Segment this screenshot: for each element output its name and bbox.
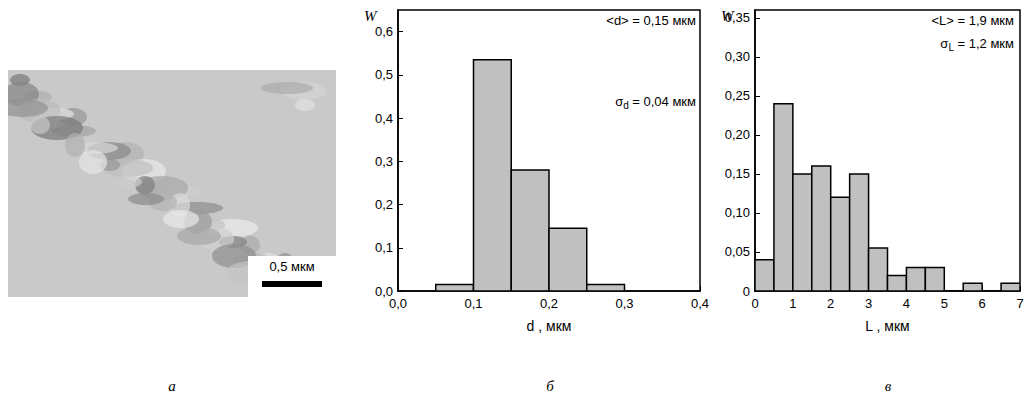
svg-text:0,30: 0,30 <box>725 49 750 64</box>
svg-text:0,1: 0,1 <box>375 240 393 255</box>
svg-text:0,4: 0,4 <box>691 296 709 311</box>
svg-text:0,2: 0,2 <box>540 296 558 311</box>
svg-text:6: 6 <box>979 296 986 311</box>
svg-text:1: 1 <box>789 296 796 311</box>
svg-text:σ: σ <box>940 36 948 51</box>
svg-text:d: d <box>623 100 629 111</box>
svg-text:7: 7 <box>1016 296 1023 311</box>
svg-text:d , мкм: d , мкм <box>527 318 572 334</box>
svg-text:0,20: 0,20 <box>725 127 750 142</box>
svg-text:= 0,15 мкм: = 0,15 мкм <box>629 13 696 28</box>
svg-text:0,25: 0,25 <box>725 88 750 103</box>
svg-text:= 1,9 мкм: = 1,9 мкм <box>954 13 1014 28</box>
svg-text:0,0: 0,0 <box>374 283 393 299</box>
svg-text:4: 4 <box>903 296 910 311</box>
svg-text:0,05: 0,05 <box>725 244 750 259</box>
svg-text:0,15: 0,15 <box>725 166 750 181</box>
svg-text:3: 3 <box>865 296 872 311</box>
svg-text:L , мкм: L , мкм <box>865 318 909 334</box>
svg-text:0,3: 0,3 <box>615 296 633 311</box>
svg-text:0,4: 0,4 <box>375 111 393 126</box>
svg-text:0: 0 <box>743 284 750 299</box>
svg-text:2: 2 <box>827 296 834 311</box>
svg-text:W: W <box>364 8 378 24</box>
svg-text:0,2: 0,2 <box>375 197 393 212</box>
svg-text:0,3: 0,3 <box>375 154 393 169</box>
svg-text:б: б <box>546 378 554 394</box>
svg-text:0,0: 0,0 <box>389 296 407 311</box>
svg-text:<d>: <d> <box>606 13 628 28</box>
svg-text:а: а <box>168 378 176 394</box>
svg-text:= 0,04 мкм: = 0,04 мкм <box>629 94 696 109</box>
svg-text:0,5 мкм: 0,5 мкм <box>269 259 314 274</box>
svg-text:<L>: <L> <box>932 13 954 28</box>
svg-text:0,35: 0,35 <box>725 10 750 25</box>
svg-text:0,6: 0,6 <box>375 24 393 39</box>
svg-text:0,1: 0,1 <box>464 296 482 311</box>
svg-text:= 1,2 мкм: = 1,2 мкм <box>954 36 1014 51</box>
svg-text:σ: σ <box>615 94 623 109</box>
svg-text:0,10: 0,10 <box>725 205 750 220</box>
svg-text:L: L <box>948 42 954 53</box>
svg-text:0,5: 0,5 <box>375 67 393 82</box>
svg-text:в: в <box>885 378 892 394</box>
svg-text:5: 5 <box>941 296 948 311</box>
svg-text:0: 0 <box>751 296 758 311</box>
